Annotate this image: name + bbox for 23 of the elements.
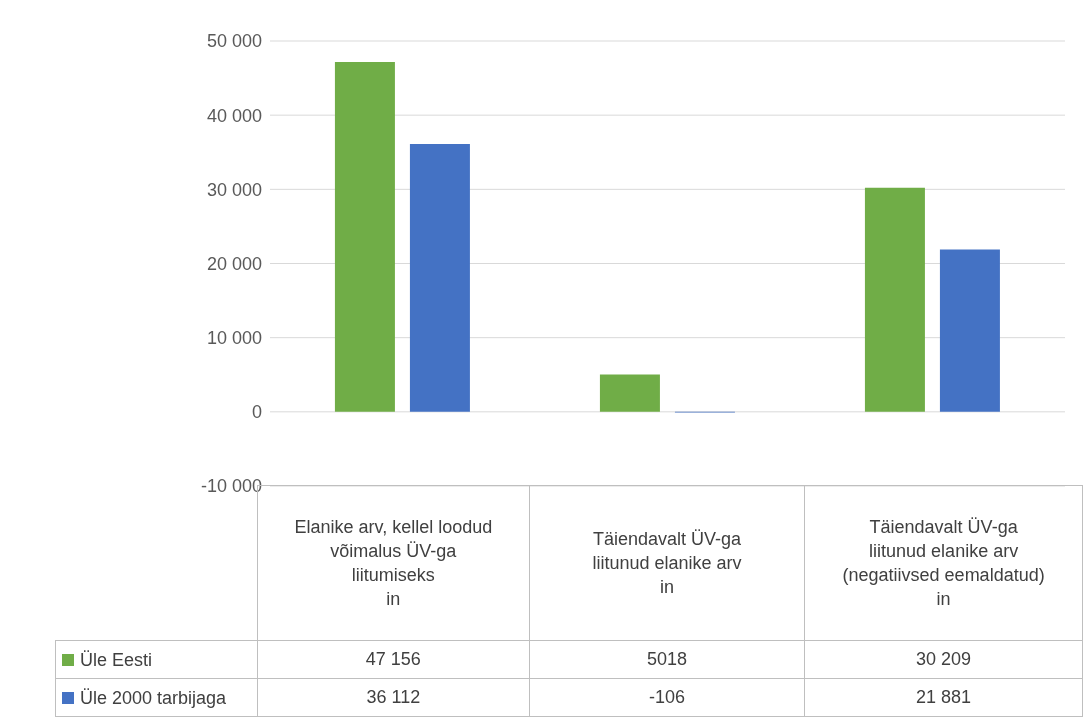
y-tick-label: 0 [251, 402, 262, 423]
bar [939, 249, 1000, 412]
bar [409, 144, 470, 412]
y-tick-label: 50 000 [206, 31, 262, 52]
bar [599, 374, 660, 412]
data-label: 5018 [529, 640, 805, 679]
legend-label: Üle Eesti [80, 649, 153, 670]
data-label: 47 156 [257, 640, 530, 679]
y-tick-label: 30 000 [206, 179, 262, 200]
data-label: 21 881 [804, 678, 1083, 717]
bar [334, 62, 395, 412]
legend-label: Üle 2000 tarbijaga [80, 687, 227, 708]
x-tick-label: Täiendavalt ÜV-ga liitunud elanike arv (negatiivsed eemaldatud) in [841, 516, 1046, 611]
y-tick-label: -10 000 [200, 476, 262, 497]
bar [864, 187, 925, 412]
y-tick-label: 10 000 [206, 328, 262, 349]
data-label: 36 112 [257, 678, 530, 717]
data-label: -106 [529, 678, 805, 717]
y-tick-label: 20 000 [206, 253, 262, 274]
x-tick-label: Täiendavalt ÜV-ga liitunud elanike arv in [591, 528, 743, 599]
data-label: 30 209 [804, 640, 1083, 679]
x-tick-label: Elanike arv, kellel loodud võimalus ÜV-ga liitumiseks in [293, 516, 494, 611]
y-tick-label: 40 000 [206, 105, 262, 126]
